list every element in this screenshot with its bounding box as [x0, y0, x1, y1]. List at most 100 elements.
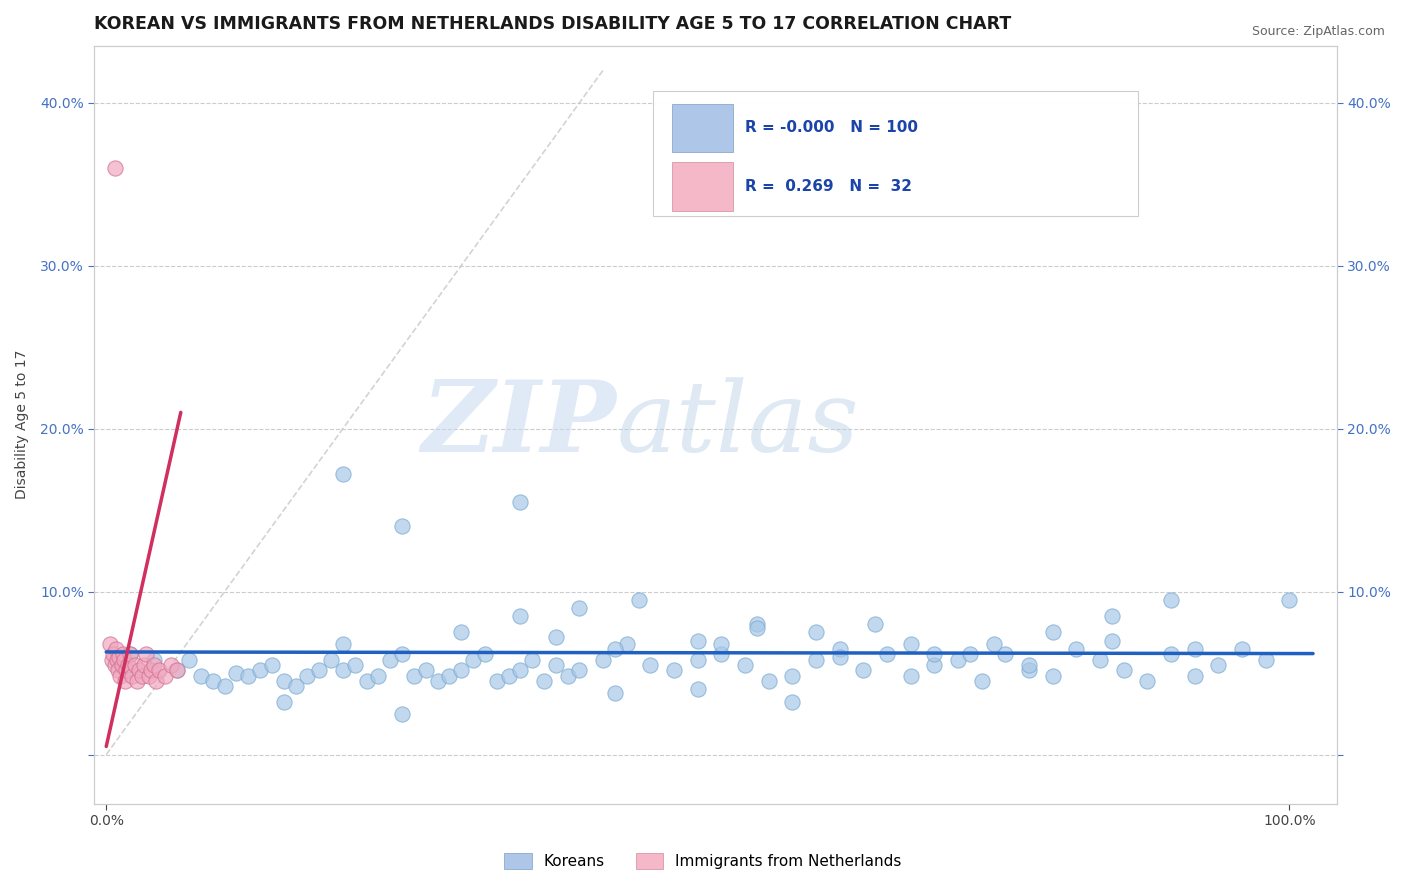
Point	[509, 609, 531, 624]
Point	[959, 647, 981, 661]
Point	[1184, 641, 1206, 656]
Point	[1136, 674, 1159, 689]
Point	[380, 653, 402, 667]
Point	[249, 663, 271, 677]
Point	[124, 658, 146, 673]
Text: Source: ZipAtlas.com: Source: ZipAtlas.com	[1251, 25, 1385, 38]
Point	[343, 658, 366, 673]
Point	[112, 653, 135, 667]
Point	[115, 663, 138, 677]
Point	[391, 647, 413, 661]
Text: atlas: atlas	[616, 377, 859, 472]
Point	[1184, 669, 1206, 683]
Point	[308, 663, 330, 677]
Point	[1230, 641, 1253, 656]
Point	[710, 647, 733, 661]
Point	[804, 653, 827, 667]
Point	[177, 653, 200, 667]
Point	[103, 647, 125, 661]
Point	[166, 663, 188, 677]
Point	[104, 641, 127, 656]
Text: R = -0.000   N = 100: R = -0.000 N = 100	[745, 120, 918, 136]
Point	[782, 669, 804, 683]
Point	[118, 647, 141, 661]
Point	[1278, 592, 1301, 607]
Point	[332, 637, 354, 651]
Point	[238, 669, 260, 683]
Point	[110, 658, 132, 673]
Point	[284, 679, 307, 693]
Point	[101, 653, 124, 667]
Point	[273, 674, 295, 689]
Y-axis label: Disability Age 5 to 17: Disability Age 5 to 17	[15, 350, 30, 500]
Point	[924, 658, 946, 673]
Point	[105, 653, 128, 667]
Point	[135, 647, 157, 661]
Point	[148, 663, 170, 677]
Point	[1088, 653, 1111, 667]
Point	[426, 674, 449, 689]
Point	[367, 669, 389, 683]
FancyBboxPatch shape	[672, 103, 733, 152]
FancyBboxPatch shape	[654, 91, 1137, 216]
Point	[509, 495, 531, 509]
Point	[125, 674, 148, 689]
Point	[686, 633, 709, 648]
Point	[225, 666, 247, 681]
Point	[415, 663, 437, 677]
Point	[603, 641, 626, 656]
Point	[485, 674, 508, 689]
Point	[782, 696, 804, 710]
Point	[391, 519, 413, 533]
Point	[297, 669, 319, 683]
Point	[876, 647, 898, 661]
Legend: Koreans, Immigrants from Netherlands: Koreans, Immigrants from Netherlands	[498, 847, 908, 875]
Point	[627, 592, 650, 607]
Point	[461, 653, 484, 667]
Point	[142, 658, 165, 673]
Point	[474, 647, 496, 661]
Point	[131, 669, 153, 683]
Point	[190, 669, 212, 683]
Point	[568, 601, 591, 615]
Point	[734, 658, 756, 673]
Point	[758, 674, 780, 689]
Point	[1112, 663, 1135, 677]
Point	[450, 625, 472, 640]
Point	[686, 653, 709, 667]
Point	[533, 674, 555, 689]
Point	[557, 669, 579, 683]
Point	[900, 669, 922, 683]
Point	[332, 467, 354, 482]
Point	[103, 161, 125, 175]
Point	[828, 649, 851, 664]
Point	[498, 669, 520, 683]
Point	[356, 674, 378, 689]
Point	[145, 674, 167, 689]
Point	[828, 641, 851, 656]
Point	[201, 674, 224, 689]
Point	[662, 663, 685, 677]
Point	[117, 658, 139, 673]
Point	[1042, 669, 1064, 683]
Point	[114, 674, 136, 689]
Point	[1208, 658, 1230, 673]
Point	[332, 663, 354, 677]
Point	[568, 663, 591, 677]
Point	[983, 637, 1005, 651]
Text: R =  0.269   N =  32: R = 0.269 N = 32	[745, 179, 912, 194]
Point	[319, 653, 342, 667]
Text: KOREAN VS IMMIGRANTS FROM NETHERLANDS DISABILITY AGE 5 TO 17 CORRELATION CHART: KOREAN VS IMMIGRANTS FROM NETHERLANDS DI…	[94, 15, 1012, 33]
Point	[1254, 653, 1277, 667]
Point	[710, 637, 733, 651]
Point	[544, 658, 567, 673]
Point	[166, 663, 188, 677]
Point	[118, 647, 141, 661]
FancyBboxPatch shape	[672, 162, 733, 211]
Point	[1101, 609, 1123, 624]
Point	[260, 658, 283, 673]
Point	[924, 647, 946, 661]
Point	[603, 686, 626, 700]
Point	[1018, 658, 1040, 673]
Point	[1101, 633, 1123, 648]
